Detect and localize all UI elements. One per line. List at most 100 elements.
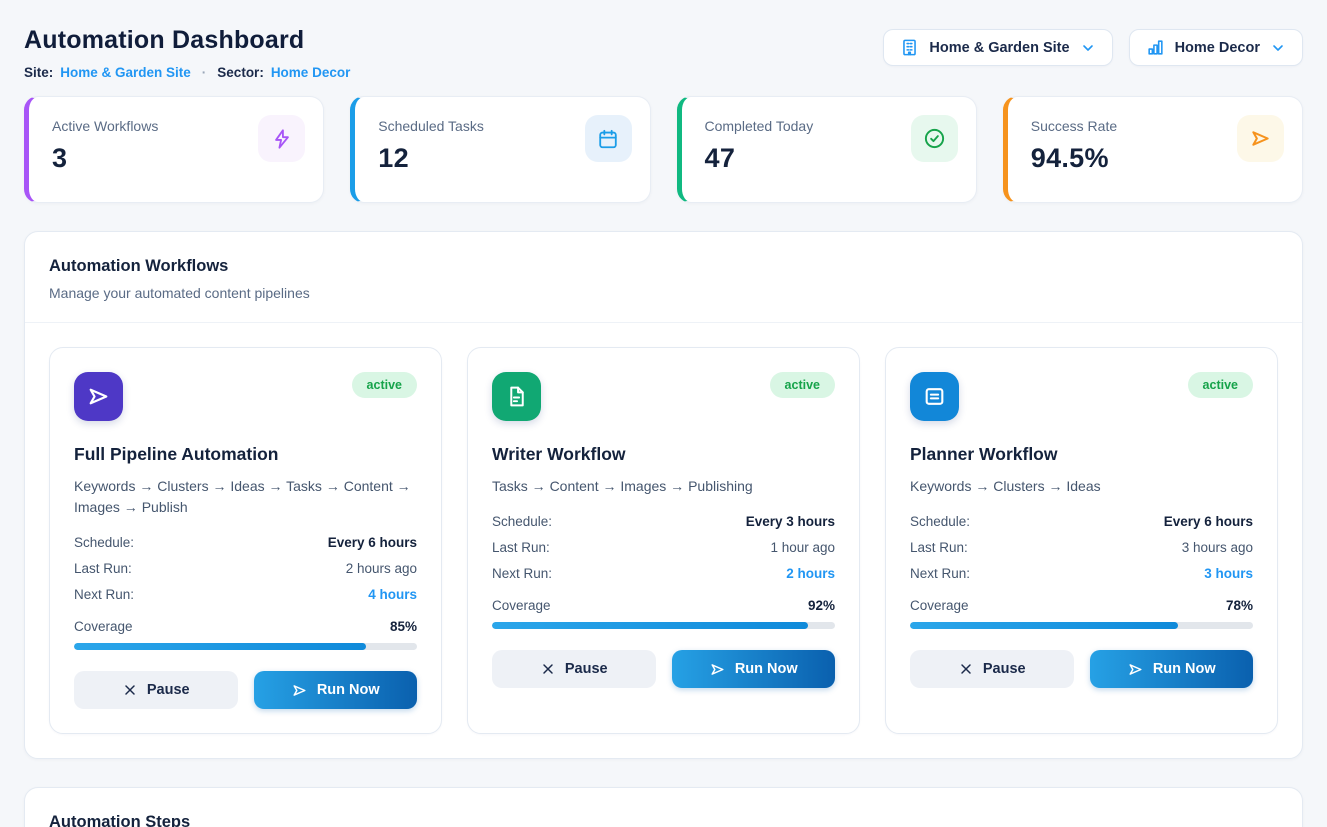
sector-selector-dropdown[interactable]: Home Decor bbox=[1128, 29, 1303, 66]
coverage-progress-fill bbox=[910, 622, 1178, 629]
send-icon bbox=[711, 663, 724, 675]
coverage-progress-fill bbox=[74, 643, 366, 650]
site-value-link[interactable]: Home & Garden Site bbox=[60, 65, 191, 80]
workflows-subtitle: Manage your automated content pipelines bbox=[49, 285, 310, 301]
last-run-value: 1 hour ago bbox=[770, 540, 835, 555]
workflow-actions: Pause Run Now bbox=[910, 650, 1253, 688]
coverage-progress-bar bbox=[74, 643, 417, 650]
stat-icon-box bbox=[1237, 115, 1284, 162]
site-selector-label: Home & Garden Site bbox=[929, 39, 1070, 56]
stat-icon-box bbox=[258, 115, 306, 162]
schedule-row: Schedule: Every 6 hours bbox=[910, 514, 1253, 529]
send-icon bbox=[1252, 131, 1269, 146]
run-now-button[interactable]: Run Now bbox=[1089, 650, 1253, 688]
sector-value-link[interactable]: Home Decor bbox=[270, 65, 351, 80]
coverage-progress-fill bbox=[492, 622, 808, 629]
run-now-button-label: Run Now bbox=[316, 682, 380, 698]
coverage-progress-bar bbox=[492, 622, 835, 629]
pause-button[interactable]: Pause bbox=[492, 650, 656, 688]
stat-value: 47 bbox=[704, 143, 736, 173]
steps-title: Automation Steps bbox=[49, 813, 191, 827]
pause-button[interactable]: Pause bbox=[910, 650, 1074, 688]
last-run-label: Last Run: bbox=[74, 561, 132, 576]
check-circle-icon bbox=[924, 128, 944, 149]
sector-label: Sector: bbox=[217, 65, 264, 80]
status-badge: active bbox=[769, 372, 835, 398]
list-icon-tile bbox=[910, 372, 959, 421]
workflow-pipeline-description: Keywords → Clusters → Ideas → Tasks → Co… bbox=[74, 478, 411, 515]
workflow-meta: Schedule: Every 6 hours Last Run: 2 hour… bbox=[74, 535, 417, 602]
page-header: Automation Dashboard Site: Home & Garden… bbox=[24, 22, 1303, 80]
last-run-label: Last Run: bbox=[492, 540, 550, 555]
workflows-grid: active Full Pipeline Automation Keywords… bbox=[25, 323, 1302, 758]
stat-label: Active Workflows bbox=[52, 118, 159, 134]
last-run-row: Last Run: 3 hours ago bbox=[910, 540, 1253, 555]
workflows-title: Automation Workflows bbox=[49, 257, 229, 275]
coverage-progress-bar bbox=[910, 622, 1253, 629]
workflow-title: Planner Workflow bbox=[910, 444, 1058, 464]
x-icon bbox=[961, 664, 971, 674]
last-run-value: 3 hours ago bbox=[1181, 540, 1253, 555]
workflow-title: Writer Workflow bbox=[492, 444, 626, 464]
stat-value: 12 bbox=[378, 143, 409, 173]
workflow-title: Full Pipeline Automation bbox=[74, 444, 279, 464]
next-run-label: Next Run: bbox=[910, 566, 971, 581]
coverage-label: Coverage bbox=[910, 598, 969, 613]
building-icon bbox=[903, 39, 917, 56]
coverage-label: Coverage bbox=[492, 598, 551, 613]
automation-workflows-panel: Automation Workflows Manage your automat… bbox=[24, 231, 1303, 759]
steps-panel-header: Automation Steps Configure which steps a… bbox=[25, 788, 1302, 827]
workflow-card-planner: active Planner Workflow Keywords → Clust… bbox=[885, 347, 1278, 734]
next-run-value: 4 hours bbox=[368, 587, 417, 602]
workflow-card-top: active bbox=[492, 372, 835, 421]
workflow-card-full-pipeline: active Full Pipeline Automation Keywords… bbox=[49, 347, 442, 734]
pause-button[interactable]: Pause bbox=[74, 671, 238, 709]
schedule-value: Every 6 hours bbox=[1163, 514, 1253, 529]
send-icon-tile bbox=[74, 372, 123, 421]
workflow-card-writer: active Writer Workflow Tasks → Content →… bbox=[467, 347, 860, 734]
list-icon bbox=[925, 388, 944, 405]
schedule-label: Schedule: bbox=[910, 514, 971, 529]
schedule-row: Schedule: Every 3 hours bbox=[492, 514, 835, 529]
site-label: Site: bbox=[24, 65, 54, 80]
run-now-button[interactable]: Run Now bbox=[671, 650, 835, 688]
chevron-down-icon bbox=[1273, 44, 1283, 51]
workflow-pipeline-description: Keywords → Clusters → Ideas bbox=[910, 478, 1101, 494]
schedule-row: Schedule: Every 6 hours bbox=[74, 535, 417, 550]
breadcrumb: Site: Home & Garden Site · Sector: Home … bbox=[24, 65, 350, 80]
run-now-button[interactable]: Run Now bbox=[253, 671, 417, 709]
site-selector-dropdown[interactable]: Home & Garden Site bbox=[883, 29, 1113, 66]
page-title: Automation Dashboard bbox=[24, 26, 305, 54]
next-run-row: Next Run: 4 hours bbox=[74, 587, 417, 602]
next-run-row: Next Run: 2 hours bbox=[492, 566, 835, 581]
stat-icon-box bbox=[584, 115, 632, 162]
workflow-meta: Schedule: Every 6 hours Last Run: 3 hour… bbox=[910, 514, 1253, 581]
automation-steps-panel: Automation Steps Configure which steps a… bbox=[24, 787, 1303, 827]
next-run-value: 3 hours bbox=[1204, 566, 1253, 581]
next-run-row: Next Run: 3 hours bbox=[910, 566, 1253, 581]
stat-label: Success Rate bbox=[1030, 118, 1118, 134]
last-run-row: Last Run: 1 hour ago bbox=[492, 540, 835, 555]
stat-label: Scheduled Tasks bbox=[378, 118, 484, 134]
workflow-pipeline-description: Tasks → Content → Images → Publishing bbox=[492, 478, 753, 494]
pause-button-label: Pause bbox=[982, 661, 1026, 677]
x-icon bbox=[543, 664, 553, 674]
x-icon bbox=[125, 685, 135, 695]
coverage-value: 78% bbox=[1225, 598, 1253, 613]
coverage-value: 85% bbox=[389, 619, 417, 634]
calendar-icon bbox=[599, 129, 617, 148]
coverage-block: Coverage 85% bbox=[74, 619, 417, 650]
workflow-card-top: active bbox=[74, 372, 417, 421]
meta-separator: · bbox=[201, 65, 207, 80]
pause-button-label: Pause bbox=[564, 661, 608, 677]
chevron-down-icon bbox=[1082, 44, 1093, 51]
run-now-button-label: Run Now bbox=[1152, 661, 1216, 677]
next-run-label: Next Run: bbox=[492, 566, 553, 581]
schedule-value: Every 3 hours bbox=[745, 514, 835, 529]
coverage-label: Coverage bbox=[74, 619, 133, 634]
schedule-value: Every 6 hours bbox=[327, 535, 417, 550]
document-icon-tile bbox=[492, 372, 541, 421]
run-now-button-label: Run Now bbox=[734, 661, 798, 677]
bar-chart-icon bbox=[1147, 40, 1163, 55]
sector-selector-label: Home Decor bbox=[1174, 39, 1260, 56]
